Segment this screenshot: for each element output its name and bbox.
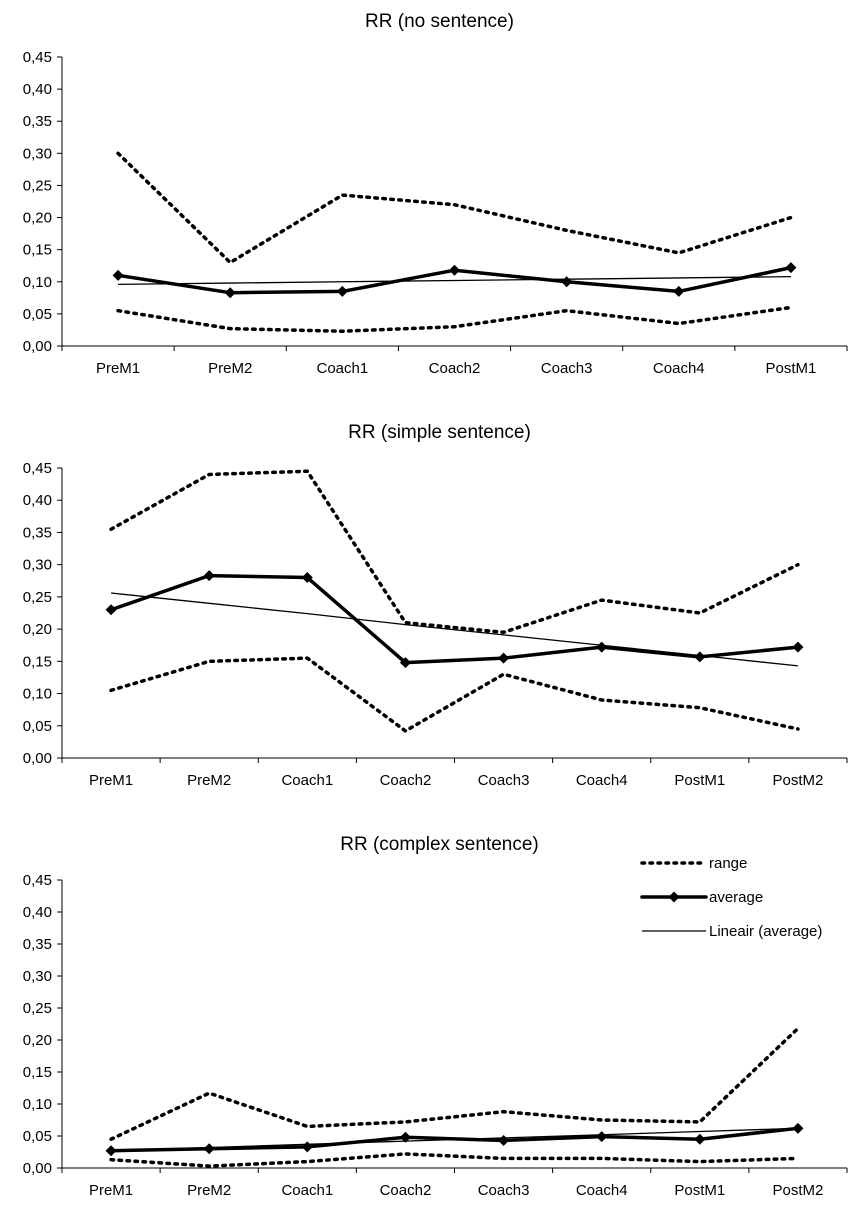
legend-marker: [668, 891, 680, 903]
x-tick-label: Coach2: [429, 360, 481, 377]
series-line-range-upper: [109, 469, 800, 635]
x-tick-label: PostM2: [773, 772, 824, 789]
x-tick-label: Coach2: [380, 1182, 432, 1199]
average-marker: [498, 652, 510, 664]
series-line-range-lower: [116, 305, 793, 333]
x-tick-label: Coach3: [478, 1182, 530, 1199]
x-tick-label: Coach4: [653, 360, 705, 377]
series-line-range-lower: [109, 656, 800, 733]
y-tick-label: 0,05: [23, 1128, 52, 1145]
y-tick-label: 0,00: [23, 338, 52, 355]
y-tick-label: 0,40: [23, 492, 52, 509]
series-line-average: [109, 573, 800, 665]
y-tick-label: 0,45: [23, 49, 52, 66]
chart-3: RR (complex sentence) 0,00 0,05 0,10 0,15 0,2…: [23, 834, 848, 1199]
y-tick-label: 0,05: [23, 718, 52, 735]
chart-2: RR (simple sentence) 0,00 0,05 0,10 0,15 0,20…: [23, 422, 848, 789]
x-tick-label: PreM1: [89, 772, 133, 789]
y-tick-label: 0,45: [23, 872, 52, 889]
y-tick-label: 0,15: [23, 653, 52, 670]
average-marker: [694, 651, 706, 663]
series-line-range-upper: [116, 151, 793, 265]
y-tick-label: 0,30: [23, 968, 52, 985]
average-marker: [301, 1141, 313, 1153]
y-tick-label: 0,40: [23, 904, 52, 921]
average-marker: [112, 269, 124, 281]
average-marker: [105, 604, 117, 616]
series-line-range-lower: [109, 1152, 800, 1168]
average-marker: [561, 276, 573, 288]
average-marker: [203, 1143, 215, 1155]
x-tick-label: PreM2: [187, 772, 231, 789]
average-marker: [694, 1133, 706, 1145]
average-marker: [596, 1131, 608, 1143]
x-tick-label: Coach1: [281, 1182, 333, 1199]
average-marker: [224, 287, 236, 299]
y-tick-label: 0,15: [23, 1064, 52, 1081]
x-tick-label: Coach3: [541, 360, 593, 377]
x-tick-label: PostM2: [773, 1182, 824, 1199]
series-line-trend: [111, 1127, 798, 1152]
average-marker: [498, 1134, 510, 1146]
y-tick-label: 0,30: [23, 145, 52, 162]
chart-1: RR (no sentence) 0,00 0,05 0,10 0,15 0,20 0,25…: [23, 11, 848, 377]
average-marker: [203, 570, 215, 582]
x-tick-label: PostM1: [765, 360, 816, 377]
average-marker: [792, 641, 804, 653]
legend: range average Lineair (average): [640, 855, 822, 940]
x-tick-label: PostM1: [674, 772, 725, 789]
series-line-range-upper: [109, 1026, 800, 1141]
y-tick-label: 0,45: [23, 460, 52, 477]
y-tick-label: 0,10: [23, 274, 52, 291]
x-tick-label: PreM2: [187, 1182, 231, 1199]
x-tick-label: Coach1: [317, 360, 369, 377]
x-tick-label: PreM1: [89, 1182, 133, 1199]
x-tick-label: PreM2: [208, 360, 252, 377]
y-tick-label: 0,35: [23, 936, 52, 953]
x-tick-label: PreM1: [96, 360, 140, 377]
legend-label: Lineair (average): [709, 923, 822, 940]
y-tick-label: 0,20: [23, 621, 52, 638]
y-tick-label: 0,20: [23, 210, 52, 227]
chart-title: RR (no sentence): [365, 11, 514, 32]
y-tick-label: 0,10: [23, 1096, 52, 1113]
series-line-trend: [118, 275, 791, 285]
y-tick-label: 0,25: [23, 589, 52, 606]
y-tick-label: 0,35: [23, 524, 52, 541]
chart-title: RR (complex sentence): [340, 834, 539, 855]
x-tick-label: PostM1: [674, 1182, 725, 1199]
chart-title: RR (simple sentence): [348, 422, 531, 443]
x-tick-label: Coach4: [576, 772, 628, 789]
y-tick-label: 0,15: [23, 242, 52, 259]
x-tick-label: Coach1: [281, 772, 333, 789]
legend-label: average: [709, 889, 763, 906]
y-tick-label: 0,00: [23, 750, 52, 767]
average-marker: [785, 262, 797, 274]
average-marker: [336, 285, 348, 297]
series-line-trend: [110, 592, 799, 667]
y-tick-label: 0,30: [23, 557, 52, 574]
average-marker: [399, 1131, 411, 1143]
average-marker: [301, 572, 313, 584]
y-tick-label: 0,20: [23, 1032, 52, 1049]
y-tick-label: 0,25: [23, 177, 52, 194]
average-marker: [673, 285, 685, 297]
x-tick-label: Coach3: [478, 772, 530, 789]
y-tick-label: 0,35: [23, 113, 52, 130]
y-tick-label: 0,05: [23, 306, 52, 323]
legend-label: range: [709, 855, 747, 872]
y-tick-label: 0,40: [23, 81, 52, 98]
average-marker: [449, 264, 460, 276]
x-tick-label: Coach2: [380, 772, 432, 789]
x-tick-label: Coach4: [576, 1182, 628, 1199]
average-marker: [596, 641, 608, 653]
y-tick-label: 0,10: [23, 686, 52, 703]
y-tick-label: 0,25: [23, 1000, 52, 1017]
average-marker: [399, 657, 411, 669]
y-tick-label: 0,00: [23, 1160, 52, 1177]
